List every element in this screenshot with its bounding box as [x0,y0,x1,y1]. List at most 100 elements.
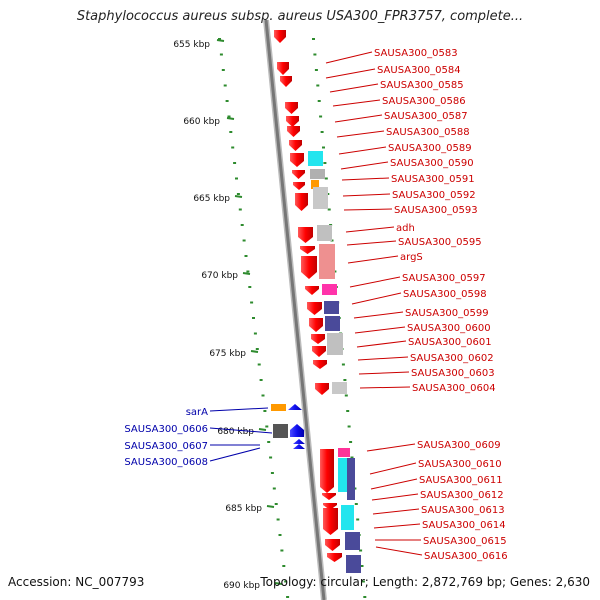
gene-arrow[interactable] [311,334,325,344]
gene-arrow[interactable] [305,286,319,295]
track-dot [314,69,318,71]
gene-arrow[interactable] [312,346,326,357]
gene-label-sausa300-0604[interactable]: SAUSA300_0604 [412,383,496,394]
feature-box[interactable] [332,382,347,394]
gene-label-sausa300-0592[interactable]: SAUSA300_0592 [392,190,476,201]
feature-box[interactable] [347,458,355,500]
gene-arrow[interactable] [277,62,289,75]
gene-arrow[interactable] [295,193,308,211]
gene-label-sausa300-0608[interactable]: SAUSA300_0608 [124,457,208,468]
gene-arrow[interactable] [290,153,304,167]
gene-label-sausa300-0600[interactable]: SAUSA300_0600 [407,323,491,334]
feature-box[interactable] [317,225,332,241]
gene-arrow[interactable] [280,76,292,87]
track-dot [280,549,284,552]
reverse-gene-arrows [288,404,305,449]
gene-label-sausa300-0614[interactable]: SAUSA300_0614 [422,520,506,531]
gene-label-sausa300-0609[interactable]: SAUSA300_0609 [417,440,501,451]
gene-arrow[interactable] [313,360,327,369]
track-dot [236,193,240,195]
gene-label-sausa300-0584[interactable]: SAUSA300_0584 [377,65,461,76]
feature-box[interactable] [311,180,319,189]
gene-arrow[interactable] [327,553,342,562]
gene-label-sara[interactable]: sarA [186,407,208,418]
gene-arrow[interactable] [293,444,305,449]
gene-label-sausa300-0586[interactable]: SAUSA300_0586 [382,96,466,107]
gene-label-args[interactable]: argS [400,252,423,263]
reverse-leader-lines [209,407,273,462]
gene-arrow[interactable] [301,256,317,279]
feature-box[interactable] [313,187,328,209]
gene-arrow[interactable] [300,246,315,254]
feature-box[interactable] [319,244,335,279]
gene-label-sausa300-0612[interactable]: SAUSA300_0612 [420,490,504,501]
track-dot [354,503,358,505]
gene-label-sausa300-0583[interactable]: SAUSA300_0583 [374,48,458,59]
gene-arrow[interactable] [309,318,323,332]
kbp-tick-label: 690 kbp [223,581,260,591]
gene-arrow[interactable] [287,126,300,137]
feature-box[interactable] [273,424,288,438]
gene-arrow[interactable] [323,503,337,510]
feature-box[interactable] [322,284,337,295]
gene-label-adh[interactable]: adh [396,223,415,234]
feature-box[interactable] [346,555,361,573]
gene-label-sausa300-0603[interactable]: SAUSA300_0603 [411,368,495,379]
gene-label-sausa300-0585[interactable]: SAUSA300_0585 [380,80,464,91]
gene-label-sausa300-0606[interactable]: SAUSA300_0606 [124,424,208,435]
gene-arrow[interactable] [325,539,340,551]
feature-box[interactable] [338,448,350,457]
gene-arrow[interactable] [323,508,338,535]
gene-arrow[interactable] [292,170,305,179]
gene-arrow[interactable] [274,30,286,43]
gene-label-sausa300-0590[interactable]: SAUSA300_0590 [390,158,474,169]
gene-label-sausa300-0598[interactable]: SAUSA300_0598 [403,289,487,300]
feature-box[interactable] [341,505,354,530]
gene-arrow[interactable] [307,302,322,315]
gene-arrow[interactable] [289,140,302,151]
gene-label-sausa300-0611[interactable]: SAUSA300_0611 [419,475,503,486]
gene-arrow[interactable] [293,182,305,190]
gene-label-sausa300-0610[interactable]: SAUSA300_0610 [418,459,502,470]
gene-label-sausa300-0593[interactable]: SAUSA300_0593 [394,205,478,216]
gene-label-sausa300-0599[interactable]: SAUSA300_0599 [405,308,489,319]
gene-arrow[interactable] [288,404,302,410]
track-dot [320,131,324,133]
feature-box[interactable] [327,333,343,355]
feature-box[interactable] [325,316,340,331]
gene-label-sausa300-0613[interactable]: SAUSA300_0613 [421,505,505,516]
track-dot [347,425,351,428]
track-dot [263,410,267,412]
gene-label-sausa300-0602[interactable]: SAUSA300_0602 [410,353,494,364]
gene-label-sausa300-0588[interactable]: SAUSA300_0588 [386,127,470,138]
gene-label-sausa300-0587[interactable]: SAUSA300_0587 [384,111,468,122]
gene-arrow[interactable] [298,227,313,243]
kbp-tick [274,582,283,585]
feature-box[interactable] [310,169,325,179]
feature-box[interactable] [324,301,339,314]
gene-arrow[interactable] [290,424,304,437]
feature-box[interactable] [345,532,360,550]
gene-arrow[interactable] [285,102,298,114]
feature-box[interactable] [308,151,323,166]
gene-label-sausa300-0607[interactable]: SAUSA300_0607 [124,441,208,452]
gene-label-sausa300-0615[interactable]: SAUSA300_0615 [423,536,507,547]
gene-arrow[interactable] [286,116,299,127]
feature-box[interactable] [271,404,286,411]
gene-arrow[interactable] [315,383,329,395]
gene-label-sausa300-0616[interactable]: SAUSA300_0616 [424,551,508,562]
gene-arrow[interactable] [320,449,334,493]
kbp-tick [234,195,243,198]
kbp-tick-label: 665 kbp [193,194,230,204]
feature-box[interactable] [338,458,348,492]
gene-label-sausa300-0597[interactable]: SAUSA300_0597 [402,273,486,284]
leader-line [343,208,393,211]
gene-label-sausa300-0591[interactable]: SAUSA300_0591 [391,174,475,185]
gene-arrow[interactable] [293,439,305,444]
leader-line [359,386,411,389]
gene-arrow[interactable] [322,493,336,500]
gene-label-sausa300-0595[interactable]: SAUSA300_0595 [398,237,482,248]
gene-label-sausa300-0589[interactable]: SAUSA300_0589 [388,143,472,154]
gene-label-sausa300-0601[interactable]: SAUSA300_0601 [408,337,492,348]
leader-line [209,427,273,434]
